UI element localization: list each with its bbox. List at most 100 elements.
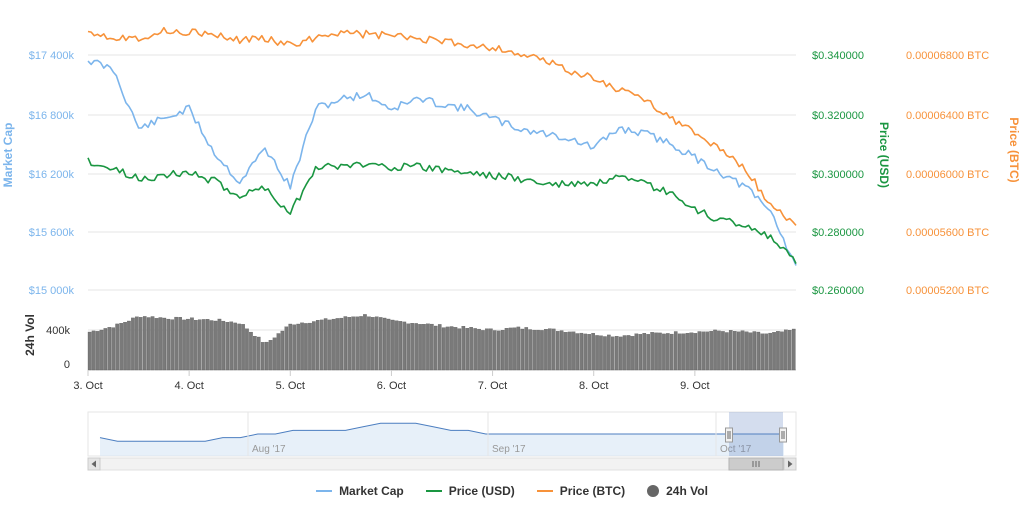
y-tick-price-usd: $0.340000 — [812, 50, 864, 62]
volume-bar — [268, 340, 273, 371]
volume-bar — [642, 333, 647, 371]
volume-bar — [170, 319, 175, 371]
legend-item-price-btc[interactable]: Price (BTC) — [536, 484, 626, 498]
legend-item-price-usd[interactable]: Price (USD) — [425, 484, 515, 498]
volume-bar — [638, 334, 643, 371]
legend-line-icon — [425, 490, 442, 492]
volume-bar — [776, 331, 780, 371]
volume-bar — [433, 325, 438, 371]
volume-bar — [650, 332, 654, 371]
legend-item-24h-vol[interactable]: 24h Vol — [647, 484, 708, 498]
volume-bar — [138, 317, 143, 371]
legend-line-icon — [536, 490, 553, 492]
volume-bar — [253, 336, 257, 371]
volume-bar — [548, 328, 552, 371]
y-tick-volume: 400k — [46, 325, 70, 337]
volume-bar — [536, 329, 540, 371]
volume-bar — [489, 328, 493, 371]
volume-bar — [614, 336, 619, 371]
volume-bar — [343, 316, 348, 371]
volume-bar — [760, 333, 765, 371]
volume-bar — [371, 317, 375, 371]
scrollbar-track[interactable] — [87, 457, 797, 471]
volume-bar — [437, 324, 442, 371]
volume-bar — [300, 322, 304, 371]
y-axis-label-price-btc: Price (BTC) — [1007, 117, 1021, 182]
volume-bar — [575, 333, 580, 371]
volume-bar — [669, 333, 674, 371]
volume-bar — [654, 332, 658, 371]
volume-bar — [457, 328, 462, 371]
legend-label: Price (USD) — [448, 484, 515, 498]
volume-bar — [398, 321, 403, 371]
volume-bar — [194, 320, 198, 371]
volume-bar — [791, 328, 796, 371]
volume-bar — [103, 328, 108, 371]
volume-bar — [579, 332, 584, 371]
volume-bar — [378, 317, 383, 371]
volume-bar — [174, 316, 178, 371]
volume-bar — [394, 320, 399, 371]
y-tick-market-cap: $16 200k — [29, 169, 75, 181]
volume-bar — [768, 332, 772, 371]
y-tick-price-btc: 0.00006800 BTC — [906, 50, 989, 62]
volume-bar — [591, 333, 595, 371]
volume-bar — [528, 329, 532, 371]
y-tick-price-usd: $0.280000 — [812, 227, 864, 239]
volume-bar — [146, 317, 151, 371]
legend-line-icon — [316, 490, 333, 492]
legend: Market Cap Price (USD) Price (BTC) 24h V… — [0, 478, 1024, 504]
volume-bar — [697, 331, 702, 371]
volume-bar — [190, 317, 194, 371]
legend-item-market-cap[interactable]: Market Cap — [316, 484, 404, 498]
volume-bar — [91, 330, 96, 371]
volume-bar — [142, 316, 147, 371]
volume-bar — [201, 319, 206, 371]
volume-bar — [422, 324, 426, 371]
x-tick-label: 6. Oct — [377, 380, 406, 392]
volume-bar — [186, 318, 190, 371]
series-line-price-usd — [87, 157, 797, 264]
volume-bar — [725, 332, 729, 371]
volume-bar — [162, 317, 167, 371]
volume-bar — [382, 317, 387, 371]
volume-bar — [461, 326, 466, 371]
volume-bar — [280, 330, 285, 371]
volume-bar — [610, 336, 615, 371]
volume-bar — [410, 323, 414, 371]
volume-bar — [512, 327, 517, 371]
volume-bar — [312, 321, 316, 371]
volume-bar — [551, 328, 556, 371]
series-line-price-btc — [87, 26, 797, 226]
volume-bar — [563, 332, 568, 371]
navigator-handle[interactable] — [725, 427, 733, 443]
navigator-selection[interactable] — [729, 412, 783, 456]
volume-bar — [736, 331, 741, 371]
volume-bar — [607, 334, 611, 371]
volume-bar — [402, 321, 407, 371]
volume-bar — [481, 330, 485, 371]
y-tick-market-cap: $16 800k — [29, 110, 75, 122]
volume-bar — [197, 319, 202, 371]
navigator-label: Oct '17 — [720, 444, 752, 455]
volume-bar — [630, 336, 635, 371]
volume-bar — [701, 331, 706, 371]
volume-bar — [748, 332, 753, 371]
volume-bar — [272, 337, 277, 371]
volume-bar — [304, 323, 308, 371]
volume-bar — [681, 333, 686, 371]
y-tick-price-btc: 0.00005600 BTC — [906, 227, 989, 239]
volume-bar — [319, 319, 324, 371]
volume-bar — [473, 328, 477, 371]
legend-label: Price (BTC) — [559, 484, 626, 498]
volume-bar — [256, 336, 261, 371]
volume-bar — [339, 317, 344, 371]
volume-bar — [205, 319, 210, 371]
volume-bar — [787, 330, 792, 371]
volume-bar — [540, 330, 544, 371]
navigator-handle[interactable] — [779, 427, 787, 443]
volume-bar — [363, 314, 367, 371]
volume-bar — [386, 318, 391, 371]
y-tick-market-cap: $15 600k — [29, 227, 75, 239]
